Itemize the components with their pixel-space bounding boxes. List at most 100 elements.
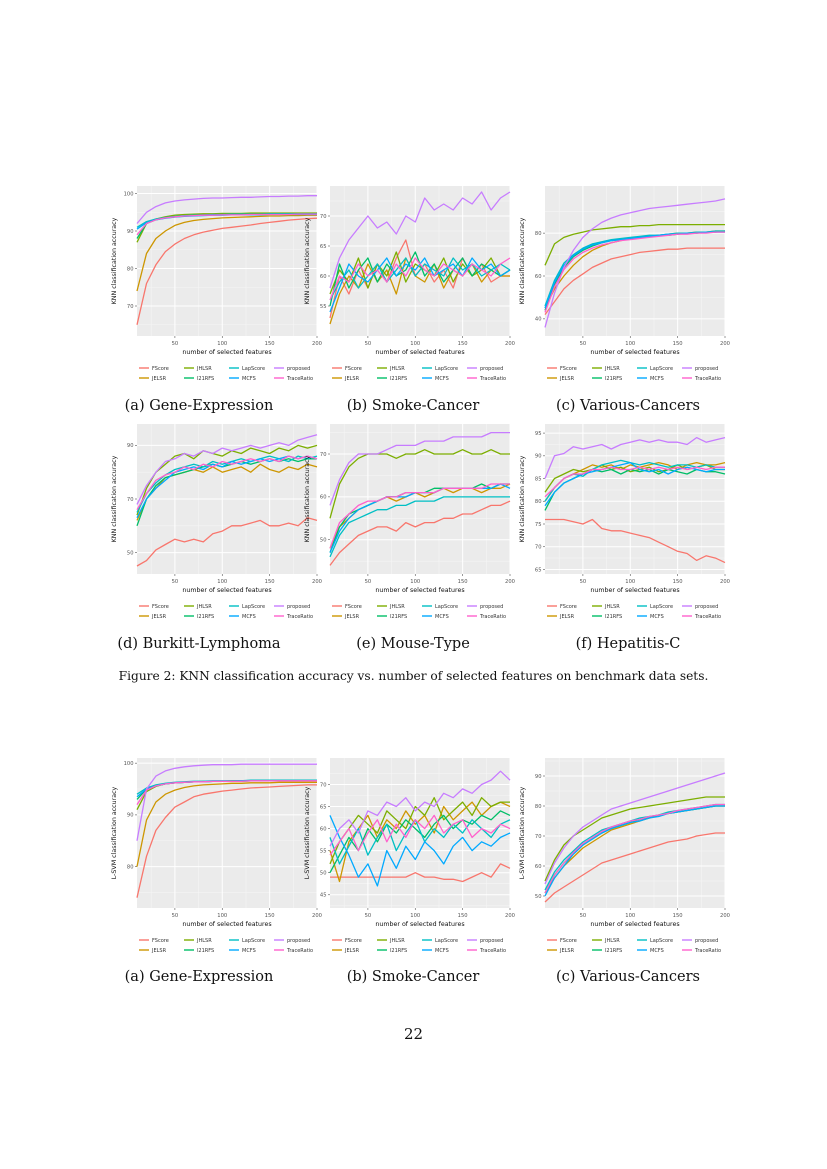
x-tick-label: 50 xyxy=(580,341,587,347)
legend-label-l21rfs: l21RFS xyxy=(605,376,622,382)
x-axis-label: number of selected features xyxy=(590,349,679,356)
series-line-l21rfs xyxy=(136,458,317,527)
legend-label-jhlsr: JHLSR xyxy=(196,938,212,944)
legend-label-proposed: proposed xyxy=(287,366,310,372)
x-axis-label: number of selected features xyxy=(182,587,271,594)
legend-label-proposed: proposed xyxy=(287,938,310,944)
y-tick-label: 80 xyxy=(535,231,542,237)
chart-panel: 50 100 150 200 40 60 80 number of selected feat… xyxy=(515,180,745,390)
x-axis-label: number of selected features xyxy=(590,587,679,594)
y-tick-label: 95 xyxy=(535,431,542,437)
series-line-jelsr xyxy=(329,257,510,325)
series-line-fscore xyxy=(329,500,511,566)
legend-label-fscore: FScore xyxy=(152,604,169,610)
legend-label-proposed: proposed xyxy=(287,604,310,610)
x-tick-label: 100 xyxy=(217,341,227,347)
series-line-traceratio xyxy=(136,455,318,511)
y-axis-label: KNN classification accuracy xyxy=(304,455,311,542)
chart-various-cancers-knn: 50 100 150 200 40 60 80 number of selected feat… xyxy=(519,186,730,382)
series-line-jelsr xyxy=(136,214,317,292)
legend-label-mcfs: MCFS xyxy=(435,948,449,954)
y-axis-label: KNN classification accuracy xyxy=(111,455,118,542)
x-tick-label: 50 xyxy=(172,913,179,919)
y-tick-label: 80 xyxy=(127,266,134,272)
x-axis-label: number of selected features xyxy=(182,921,271,928)
series-line-fscore xyxy=(136,784,317,898)
legend-label-jelsr: JELSR xyxy=(151,614,167,620)
chart-hepatitis-c-knn: 50 100 150 200 65 70 75 80 85 90 95 number of selec… xyxy=(519,424,730,620)
legend-label-traceratio: TraceRatio xyxy=(286,948,313,954)
legend-label-jelsr: JELSR xyxy=(559,948,575,954)
x-tick-label: 200 xyxy=(312,579,322,585)
legend-label-traceratio: TraceRatio xyxy=(694,614,721,620)
y-axis-label: KNN classification accuracy xyxy=(304,217,311,304)
legend-label-mcfs: MCFS xyxy=(650,614,664,620)
legend-label-mcfs: MCFS xyxy=(242,948,256,954)
legend-label-proposed: proposed xyxy=(480,366,503,372)
y-tick-label: 70 xyxy=(320,452,327,458)
y-tick-label: 55 xyxy=(320,304,327,310)
legend-label-l21rfs: l21RFS xyxy=(197,614,214,620)
legend-label-traceratio: TraceRatio xyxy=(479,948,506,954)
subfigure-caption: (f) Hepatitis-C xyxy=(575,636,681,652)
legend-label-l21rfs: l21RFS xyxy=(390,948,407,954)
subfigure-caption: (b) Smoke-Cancer xyxy=(346,398,480,414)
legend-label-mcfs: MCFS xyxy=(242,614,256,620)
x-tick-label: 100 xyxy=(217,913,227,919)
x-tick-label: 150 xyxy=(458,913,468,919)
legend-label-jelsr: JELSR xyxy=(151,948,167,954)
x-tick-label: 200 xyxy=(505,579,515,585)
y-tick-label: 65 xyxy=(320,804,327,810)
x-tick-label: 100 xyxy=(625,913,635,919)
chart-mouse-type-knn: 50 100 150 200 50 60 70 number of selected feat… xyxy=(304,424,515,620)
legend-label-traceratio: TraceRatio xyxy=(286,376,313,382)
y-tick-label: 90 xyxy=(127,813,134,819)
series-line-proposed xyxy=(544,436,726,479)
legend-label-jhlsr: JHLSR xyxy=(389,366,405,372)
series-line-traceratio xyxy=(329,483,510,549)
chart-panel: 50 100 150 200 50 60 70 80 90 number of selected … xyxy=(515,752,745,962)
x-tick-label: 150 xyxy=(673,341,683,347)
legend-label-jelsr: JELSR xyxy=(344,948,360,954)
legend-label-lapscore: LapScore xyxy=(650,938,673,944)
legend-label-fscore: FScore xyxy=(345,938,362,944)
series-line-proposed xyxy=(329,770,511,847)
chart-panel: 50 100 150 200 50 70 90 number of selected feat… xyxy=(107,418,337,628)
legend-label-lapscore: LapScore xyxy=(242,938,265,944)
series-line-traceratio xyxy=(136,213,317,236)
x-tick-label: 100 xyxy=(410,579,420,585)
y-tick-label: 80 xyxy=(535,804,542,810)
y-tick-label: 90 xyxy=(535,454,542,460)
series-line-jhlsr xyxy=(136,212,317,243)
x-tick-label: 200 xyxy=(312,341,322,347)
y-tick-label: 45 xyxy=(320,893,327,899)
y-tick-label: 60 xyxy=(535,864,542,870)
x-tick-label: 100 xyxy=(410,913,420,919)
legend-label-lapscore: LapScore xyxy=(242,604,265,610)
subfigure-caption: (b) Smoke-Cancer xyxy=(346,969,480,985)
legend-label-jelsr: JELSR xyxy=(151,376,167,382)
x-axis-label: number of selected features xyxy=(590,921,679,928)
series-line-proposed xyxy=(329,431,510,506)
x-tick-label: 200 xyxy=(720,913,730,919)
series-line-jhlsr xyxy=(329,449,510,519)
chart-smoke-cancer-svm: 50 100 150 200 45 50 55 60 65 70 number of selecte… xyxy=(304,758,515,954)
legend-label-jelsr: JELSR xyxy=(559,614,575,620)
y-tick-label: 90 xyxy=(535,774,542,780)
y-tick-label: 60 xyxy=(535,274,542,280)
series-line-traceratio xyxy=(544,466,725,498)
y-tick-label: 100 xyxy=(124,761,134,767)
x-tick-label: 150 xyxy=(458,579,468,585)
x-tick-label: 100 xyxy=(625,579,635,585)
legend-label-jhlsr: JHLSR xyxy=(604,938,620,944)
legend-label-traceratio: TraceRatio xyxy=(479,376,506,382)
series-line-proposed xyxy=(329,191,511,289)
legend-label-jelsr: JELSR xyxy=(344,614,360,620)
legend-label-jhlsr: JHLSR xyxy=(196,366,212,372)
series-line-traceratio xyxy=(329,814,511,856)
series-line-fscore xyxy=(136,517,318,567)
figure-caption: Figure 2: KNN classification accuracy vs… xyxy=(118,669,709,683)
y-tick-label: 70 xyxy=(127,304,134,310)
series-line-jhlsr xyxy=(544,223,725,266)
y-tick-label: 80 xyxy=(127,864,134,870)
